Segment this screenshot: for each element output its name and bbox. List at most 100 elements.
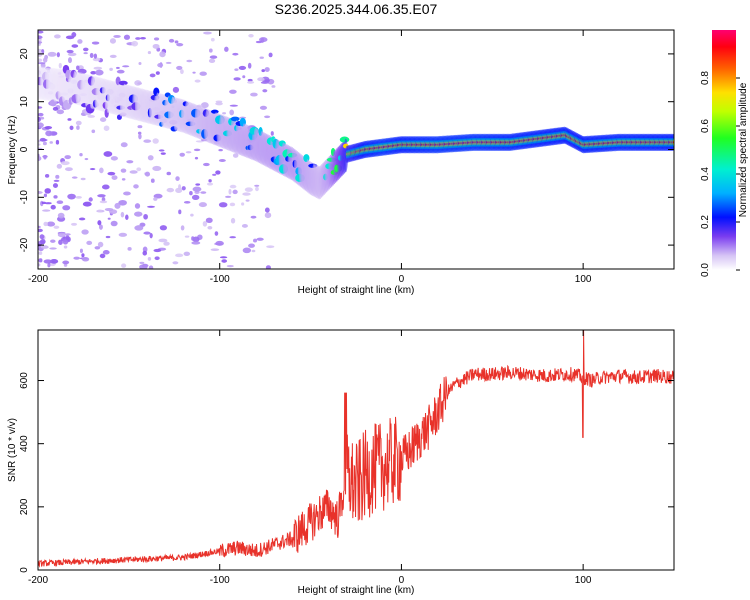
spectrogram-noise-blob: [271, 85, 276, 88]
spectrogram-noise-blob: [99, 253, 106, 259]
spectrogram-noise-blob: [113, 35, 121, 38]
spectrogram-noise-blob: [69, 125, 74, 131]
spectrogram-noise-blob: [38, 112, 44, 117]
spectrogram-noise-blob: [44, 126, 53, 130]
spectrogram-noise-blob: [208, 58, 216, 64]
spectrogram-noise-blob: [148, 265, 154, 269]
spectrogram-noise-blob: [158, 238, 168, 243]
spectrogram-noise-blob: [91, 129, 96, 134]
spectrogram-noise-blob: [89, 52, 94, 58]
spectrogram-noise-blob: [232, 189, 238, 195]
snr-x-tick-label: -200: [28, 575, 48, 586]
figure-title: S236.2025.344.06.35.E07: [275, 1, 438, 17]
spectrogram-noise-blob: [152, 165, 162, 172]
spectrogram-noise-blob: [232, 52, 239, 56]
spectrogram-noise-blob: [98, 224, 103, 230]
spectrogram-noise-blob: [109, 38, 117, 44]
spectrogram-noise-blob: [67, 118, 72, 121]
spectrogram-noise-blob: [101, 184, 110, 190]
spectrogram-noise-blob: [49, 141, 53, 144]
spectrogram-noise-blob: [40, 245, 49, 249]
spectrogram-noise-blob: [71, 176, 78, 179]
spectrogram-noise-blob: [144, 171, 151, 177]
spectrogram-noise-blob: [121, 263, 127, 268]
spectrogram-noise-blob: [103, 125, 110, 131]
spectrogram-noise-blob: [80, 177, 86, 181]
spectrogram-noise-blob: [77, 39, 83, 44]
colorbar-tick-label: 0.2: [700, 215, 711, 229]
spectrogram-noise-blob: [82, 201, 92, 207]
spectrogram-noise-blob: [39, 234, 45, 240]
spectrogram-noise-blob: [88, 197, 93, 202]
spectrogram-y-axis: -20 -10 0 10 20: [19, 48, 674, 252]
spectrogram-noise-blob: [215, 240, 224, 246]
spectrogram-noise-blob: [81, 229, 89, 235]
spectrogram-noise-blob: [122, 65, 130, 68]
spectrogram-noise-blob: [247, 78, 253, 82]
spectrogram-noise-blob: [52, 183, 59, 188]
spectrogram-noise-blob: [218, 149, 223, 152]
spectrogram-noise-blob: [38, 228, 43, 233]
spectrogram-noise-blob: [176, 42, 184, 47]
spectrogram-noise-blob: [110, 220, 118, 227]
spectrogram-noise-blob: [229, 109, 235, 116]
spectrogram-noise-blob: [53, 195, 58, 199]
spectrogram-noise-blob: [123, 191, 131, 196]
spectrogram-noise-blob: [99, 200, 108, 204]
spectrogram-noise-blob: [97, 209, 103, 213]
snr-y-tick-label: 200: [19, 498, 30, 515]
spectrogram-noise-blob: [234, 68, 239, 71]
snr-x-tick-label: -100: [210, 575, 230, 586]
spectrogram-noise-blob: [55, 139, 60, 145]
spectrogram-noise-blob: [198, 202, 207, 208]
snr-y-label: SNR (10 * v/v): [7, 418, 18, 482]
spectrogram-noise-blob: [118, 199, 127, 206]
spectrogram-noise-blob: [222, 112, 227, 115]
spectrogram-noise-blob: [79, 153, 83, 157]
spectrogram-image: [38, 30, 674, 269]
spectrogram-noise-blob: [118, 232, 128, 237]
spectrogram-noise-blob: [56, 109, 65, 115]
snr-x-tick-label: 100: [575, 575, 592, 586]
spectrogram-noise-blob: [67, 193, 76, 200]
spectrogram-noise-blob: [104, 207, 114, 212]
spectrogram-noise-blob: [190, 213, 194, 217]
spectrogram-noise-blob: [86, 240, 93, 246]
spectrogram-noise-blob: [248, 243, 255, 248]
spectrogram-noise-blob: [126, 160, 134, 164]
snr-series-line: [38, 330, 674, 568]
spectrogram-noise-blob: [209, 55, 218, 59]
spectrogram-ridge-blob: [210, 109, 219, 114]
spectrogram-y-label: Frequency (Hz): [7, 116, 18, 185]
spectrogram-noise-blob: [195, 183, 201, 186]
spectrogram-noise-blob: [116, 69, 125, 74]
spectrogram-noise-blob: [265, 265, 271, 269]
spectrogram-noise-blob: [195, 140, 204, 143]
snr-frame: [37, 329, 675, 571]
spectrogram-noise-blob: [38, 41, 43, 44]
spectrogram-noise-blob: [38, 122, 44, 128]
spectrogram-noise-blob: [39, 238, 46, 245]
spectrogram-y-tick-label: -20: [19, 237, 30, 252]
spectrogram-noise-blob: [147, 256, 152, 261]
spectrogram-noise-blob: [218, 159, 226, 162]
spectrogram-noise-blob: [159, 225, 168, 231]
spectrogram-noise-blob: [153, 197, 158, 201]
spectrogram-noise-blob: [56, 163, 63, 169]
spectrogram-noise-blob: [54, 34, 61, 39]
spectrogram-noise-blob: [165, 61, 172, 64]
spectrogram-noise-blob: [194, 79, 201, 83]
spectrogram-noise-blob: [175, 253, 184, 258]
spectrogram-noise-blob: [157, 62, 164, 68]
spectrogram-noise-blob: [137, 82, 142, 85]
spectrogram-noise-blob: [143, 139, 152, 143]
snr-y-tick-label: 400: [19, 435, 30, 452]
spectrogram-y-tick-label: 20: [19, 48, 30, 60]
spectrogram-noise-blob: [152, 138, 159, 144]
spectrogram-noise-blob: [238, 65, 247, 70]
snr-y-axis: 0 200 400 600: [19, 372, 674, 573]
spectrogram-noise-blob: [168, 38, 175, 43]
spectrogram-noise-blob: [52, 106, 59, 111]
spectrogram-noise-blob: [42, 209, 51, 212]
spectrogram-noise-blob: [137, 125, 143, 129]
